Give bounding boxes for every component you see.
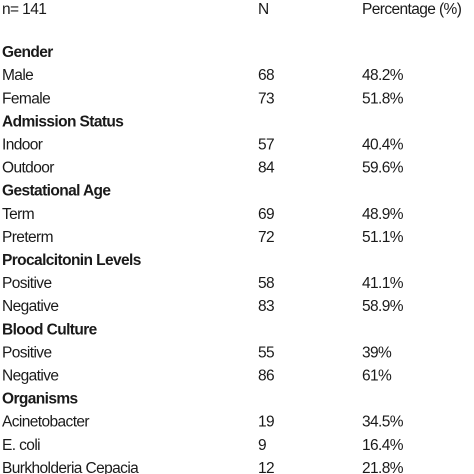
cell: 58 [258,275,274,292]
cell: Male [2,67,33,84]
cell: Female [2,90,50,107]
cell: 48.2% [362,67,404,84]
cell: 57 [258,136,274,153]
cell: 86 [258,367,274,384]
cell: Outdoor [2,160,54,177]
cell: 40.4% [362,136,404,153]
section-title: Gestational Age [2,183,111,200]
cell: 41.1% [362,275,404,292]
cell: 59.6% [362,160,404,177]
cell: 16.4% [362,437,404,454]
cell: 55 [258,344,274,361]
cell: 51.1% [362,229,404,246]
cell: Burkholderia Cepacia [2,460,139,474]
cell: 83 [258,298,274,315]
section-title: Admission Status [2,113,123,130]
cell: 61% [362,367,392,384]
cell: 48.9% [362,206,404,223]
cell: 69 [258,206,274,223]
cell: Positive [2,275,51,292]
cell: 73 [258,90,274,107]
header-cell: Percentage (%) [362,1,462,18]
cell: 21.8% [362,460,404,474]
cell: Negative [2,298,58,315]
header-cell: n= 141 [2,1,46,18]
section-title: Procalcitonin Levels [2,252,141,269]
cell: Positive [2,344,51,361]
cell: 19 [258,414,274,431]
cell: Term [2,206,34,223]
cell: 12 [258,460,274,474]
cell: Indoor [2,136,43,153]
cell: 39% [362,344,392,361]
cell: 84 [258,160,275,177]
cell: 72 [258,229,274,246]
section-title: Gender [2,44,53,61]
cell: 51.8% [362,90,404,107]
cell: E. coli [2,437,40,454]
cell: Negative [2,367,58,384]
cell: 9 [258,437,266,454]
section-title: Blood Culture [2,321,98,338]
cell: 68 [258,67,274,84]
cell: Preterm [2,229,53,246]
cell: Acinetobacter [2,414,89,431]
cell: 58.9% [362,298,404,315]
section-title: Organisms [2,391,78,408]
cell: 34.5% [362,414,404,431]
header-cell: N [258,1,269,18]
